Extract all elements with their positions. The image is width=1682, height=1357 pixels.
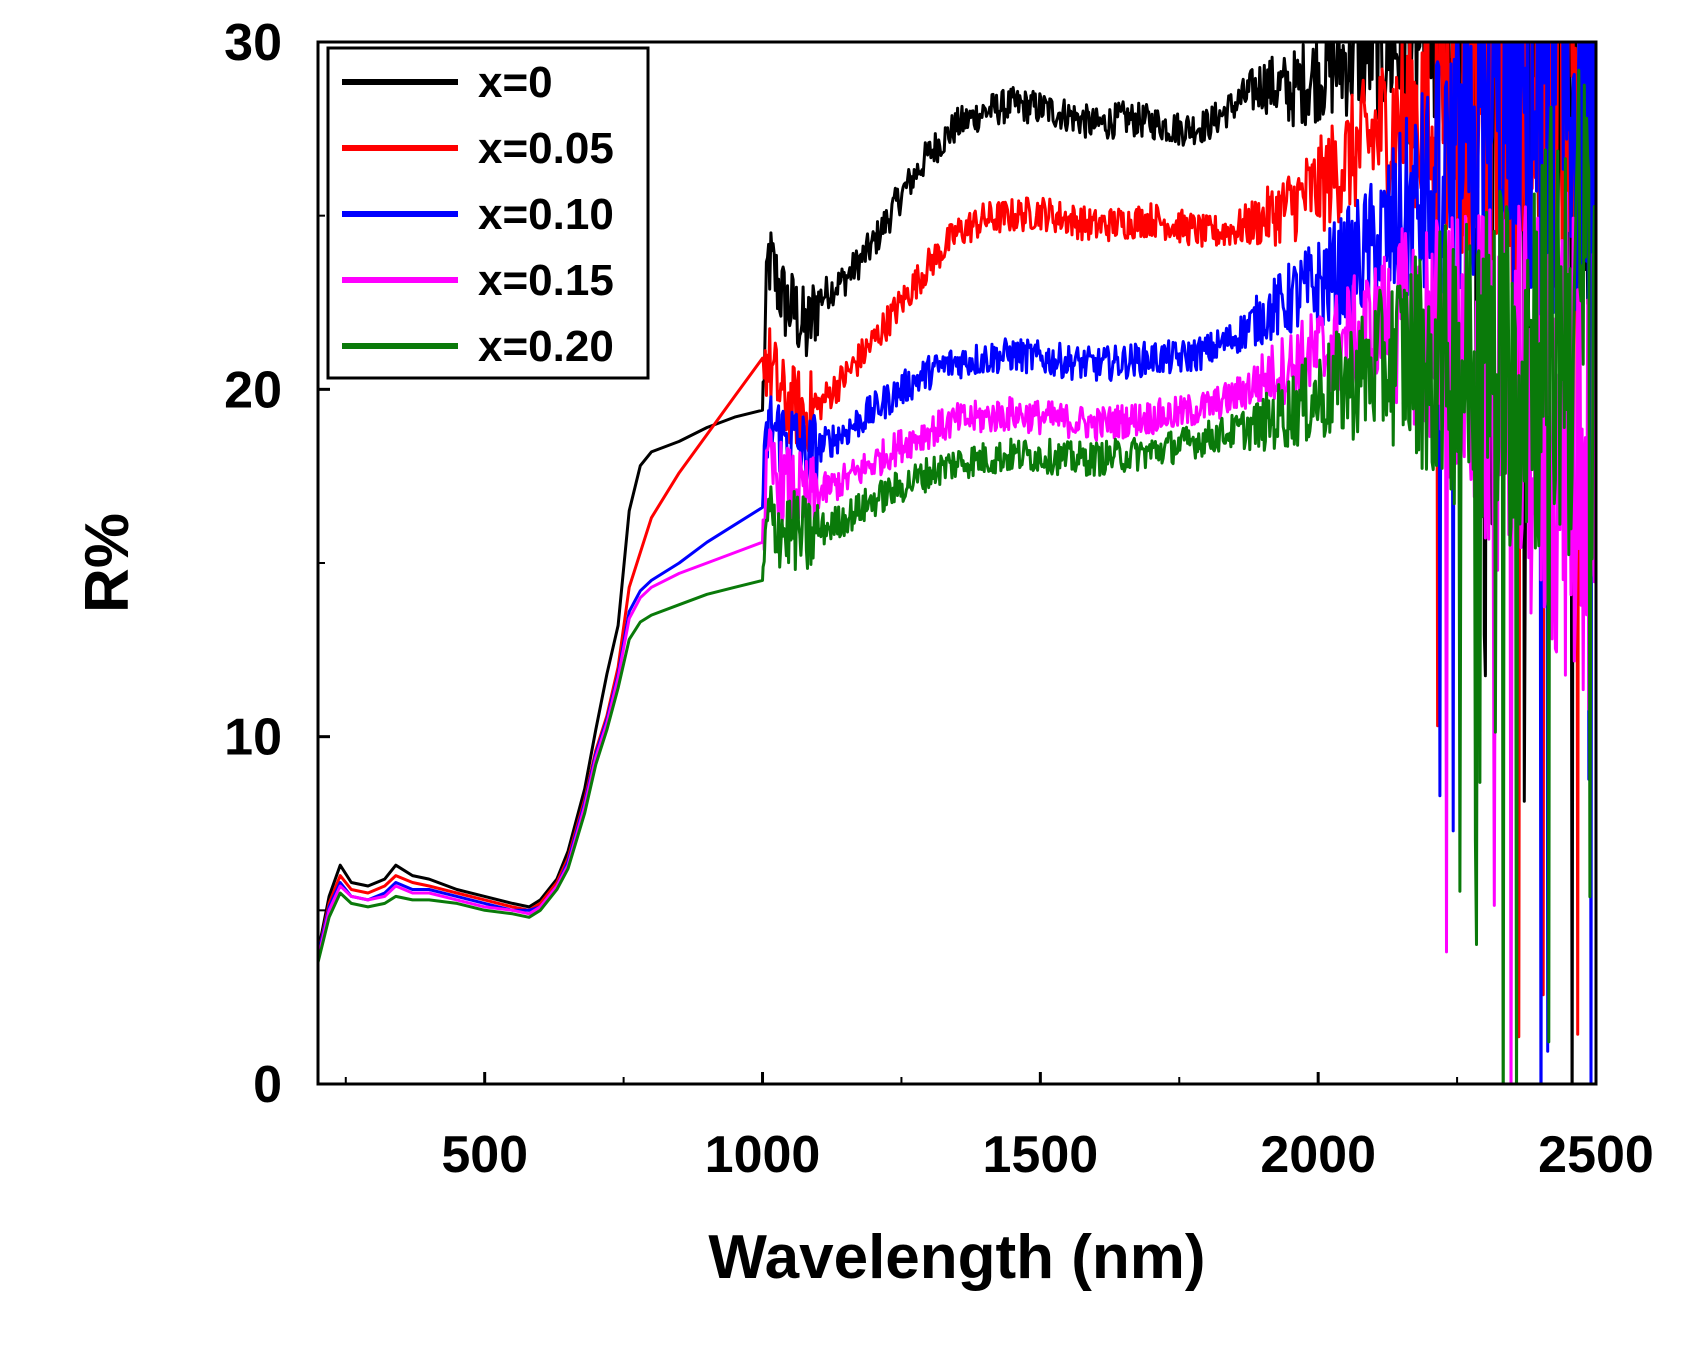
series-line-2 [318, 42, 1596, 1084]
x-tick-label: 2000 [1260, 1126, 1376, 1184]
legend-label: x=0.05 [478, 124, 614, 173]
x-tick-label: 1000 [705, 1126, 821, 1184]
legend-label: x=0.10 [478, 190, 614, 239]
y-tick-label: 20 [224, 361, 282, 419]
y-tick-label: 10 [224, 709, 282, 767]
legend-label: x=0.15 [478, 256, 614, 305]
y-tick-label: 30 [224, 14, 282, 72]
y-axis-label: R% [73, 513, 142, 613]
tick-layer: 500 1000 1500 2000 2500 0 10 20 30 [224, 14, 1654, 1184]
x-tick-label: 500 [441, 1126, 528, 1184]
series-layer [318, 42, 1596, 1084]
legend-label: x=0 [478, 58, 553, 107]
x-tick-label: 1500 [983, 1126, 1099, 1184]
x-axis-label: Wavelength (nm) [708, 1223, 1205, 1292]
legend-label: x=0.20 [478, 322, 614, 371]
series-line-4 [318, 68, 1596, 1084]
x-tick-label: 2500 [1538, 1126, 1654, 1184]
legend: x=0 x=0.05 x=0.10 x=0.15 x=0.20 [326, 46, 650, 380]
y-tick-label: 0 [253, 1056, 282, 1114]
